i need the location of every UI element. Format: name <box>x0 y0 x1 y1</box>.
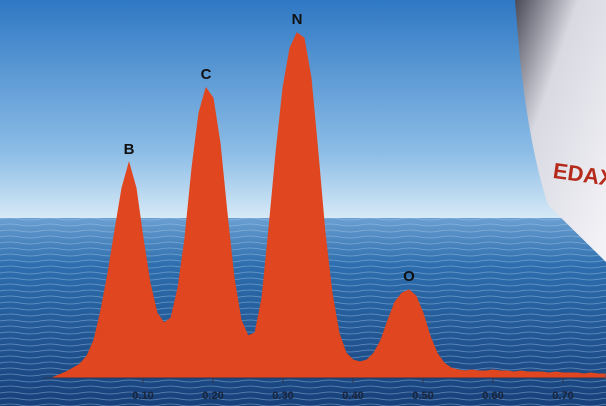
spectrum-chart: EDAX 0.100.200.300.400.500.600.70BCNO <box>0 0 606 406</box>
x-tick-label: 0.30 <box>272 390 293 402</box>
peak-label: O <box>403 268 415 285</box>
x-tick-label: 0.10 <box>132 390 153 402</box>
x-tick-label: 0.40 <box>342 390 363 402</box>
peak-label: B <box>124 141 135 158</box>
x-tick-label: 0.60 <box>482 390 503 402</box>
x-tick-label: 0.50 <box>412 390 433 402</box>
peak-label: C <box>201 66 212 83</box>
peak-label: N <box>292 11 303 28</box>
x-tick-label: 0.20 <box>202 390 223 402</box>
x-tick-label: 0.70 <box>552 390 573 402</box>
